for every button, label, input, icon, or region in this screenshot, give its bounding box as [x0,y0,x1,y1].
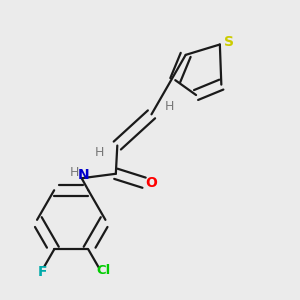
Text: N: N [78,168,90,182]
Text: Cl: Cl [96,264,110,277]
Text: H: H [165,100,174,112]
Text: H: H [95,146,104,159]
Text: S: S [224,34,234,49]
Text: O: O [146,176,158,190]
Text: H: H [70,167,79,179]
Text: F: F [38,265,48,278]
